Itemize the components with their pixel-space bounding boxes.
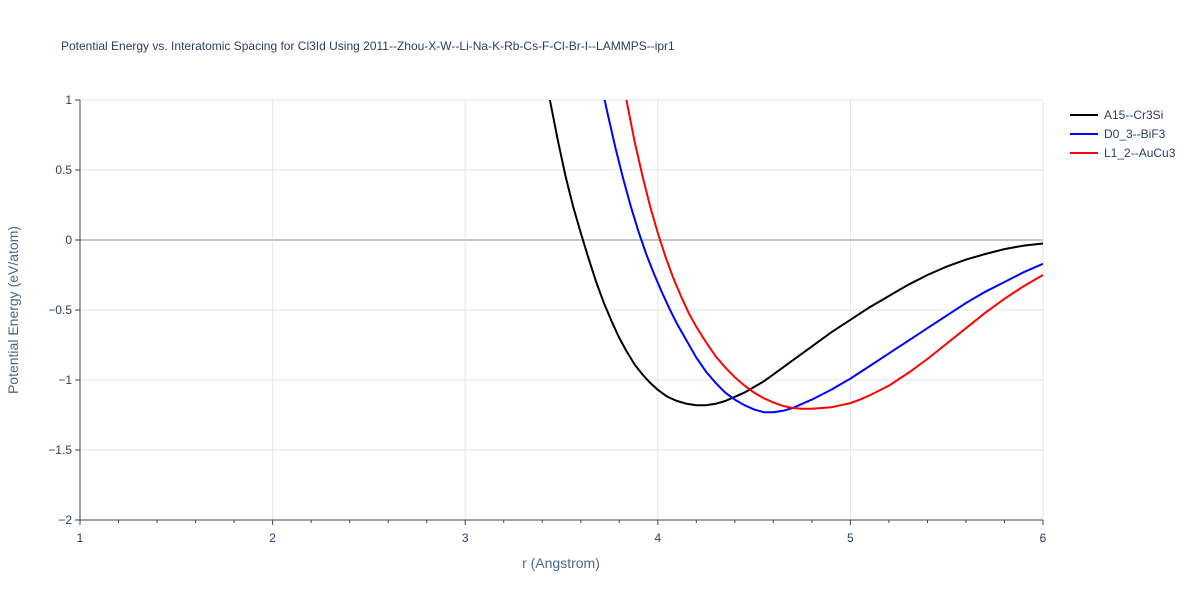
series-line-1: [603, 100, 1043, 414]
legend-label-1: D0_3--BiF3: [1104, 127, 1166, 141]
x-tick-label-6: 6: [1040, 531, 1047, 545]
chart-title: Potential Energy vs. Interatomic Spacing…: [61, 39, 675, 53]
series-line-2: [625, 100, 1043, 410]
x-tick-label-2: 2: [269, 531, 276, 545]
y-tick-labels: 1 0.5 0 −0.5 −1 −1.5 −2: [48, 93, 72, 527]
legend-label-2: L1_2--AuCu3: [1104, 146, 1176, 160]
x-tick-labels: 1 2 3 4 5 6: [77, 531, 1047, 545]
y-tick-label-3: −0.5: [48, 303, 72, 317]
series-layer: [548, 100, 1043, 414]
grid: [80, 99, 1044, 520]
y-tick-label-6: −2: [58, 513, 72, 527]
x-tick-label-5: 5: [847, 531, 854, 545]
y-tick-label-1: 0.5: [55, 163, 72, 177]
x-tick-label-1: 1: [77, 531, 84, 545]
series-line-0: [548, 100, 1043, 407]
y-axis-label: Potential Energy (eV/atom): [5, 226, 21, 394]
x-tick-label-3: 3: [462, 531, 469, 545]
x-tick-label-4: 4: [654, 531, 661, 545]
axes: [75, 99, 1044, 525]
legend-label-0: A15--Cr3Si: [1104, 108, 1163, 122]
x-axis-label: r (Angstrom): [522, 555, 600, 571]
y-tick-label-0: 1: [65, 93, 72, 107]
y-tick-label-5: −1.5: [48, 443, 72, 457]
y-tick-label-2: 0: [65, 233, 72, 247]
legend: A15--Cr3Si D0_3--BiF3 L1_2--AuCu3: [1070, 108, 1176, 160]
y-tick-label-4: −1: [58, 373, 72, 387]
